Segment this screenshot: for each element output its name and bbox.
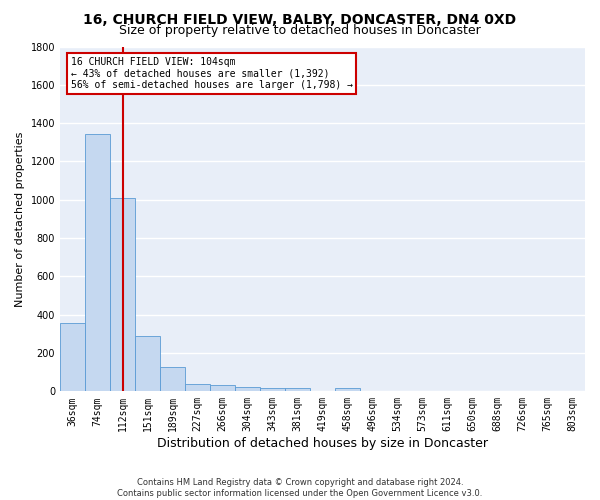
- X-axis label: Distribution of detached houses by size in Doncaster: Distribution of detached houses by size …: [157, 437, 488, 450]
- Bar: [160, 368, 185, 392]
- Bar: [285, 388, 310, 392]
- Bar: [335, 388, 360, 392]
- Bar: [235, 386, 260, 392]
- Text: 16, CHURCH FIELD VIEW, BALBY, DONCASTER, DN4 0XD: 16, CHURCH FIELD VIEW, BALBY, DONCASTER,…: [83, 12, 517, 26]
- Text: Size of property relative to detached houses in Doncaster: Size of property relative to detached ho…: [119, 24, 481, 37]
- Bar: [85, 134, 110, 392]
- Bar: [60, 324, 85, 392]
- Text: 16 CHURCH FIELD VIEW: 104sqm
← 43% of detached houses are smaller (1,392)
56% of: 16 CHURCH FIELD VIEW: 104sqm ← 43% of de…: [71, 57, 353, 90]
- Y-axis label: Number of detached properties: Number of detached properties: [15, 131, 25, 306]
- Bar: [110, 198, 135, 392]
- Bar: [260, 388, 285, 392]
- Bar: [210, 384, 235, 392]
- Text: Contains HM Land Registry data © Crown copyright and database right 2024.
Contai: Contains HM Land Registry data © Crown c…: [118, 478, 482, 498]
- Bar: [135, 336, 160, 392]
- Bar: [185, 384, 210, 392]
